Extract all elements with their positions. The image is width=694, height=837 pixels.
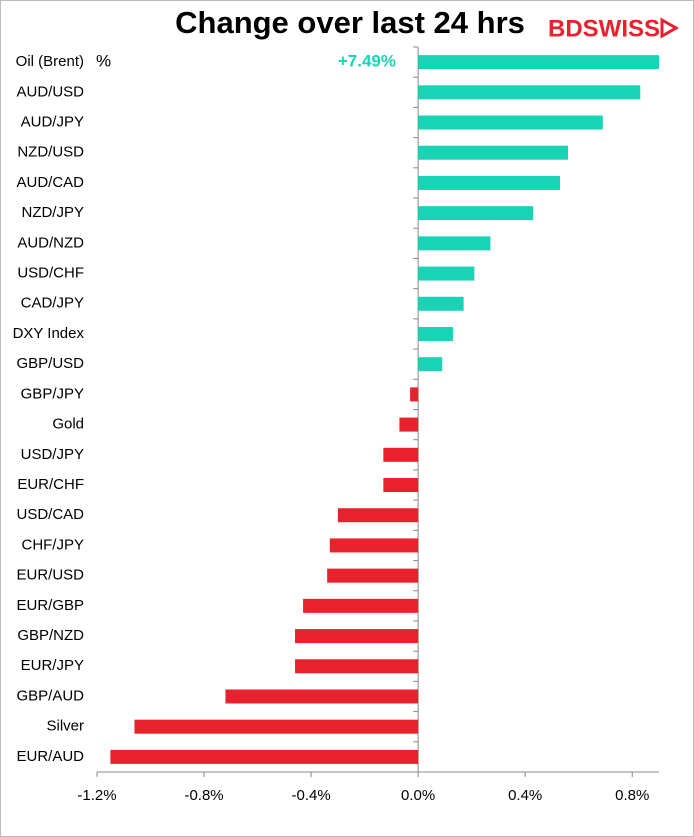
y-tick-label: EUR/USD (16, 567, 84, 584)
value-label: +7.49% (338, 52, 396, 71)
y-tick-label: USD/CAD (16, 506, 84, 523)
y-tick-label: NZD/USD (17, 144, 84, 161)
logo-icon (660, 17, 680, 39)
y-tick-label: GBP/JPY (21, 385, 84, 402)
y-tick-label: Gold (52, 416, 84, 433)
bar (329, 538, 419, 553)
bar (418, 115, 603, 130)
bar (110, 749, 419, 764)
y-tick-label: EUR/CHF (17, 476, 84, 493)
y-tick-label: USD/CHF (17, 265, 84, 282)
bar (418, 326, 453, 341)
bar (418, 145, 569, 160)
logo: BDSWISS (548, 15, 660, 42)
y-tick-label: GBP/NZD (17, 627, 84, 644)
y-tick-label: CHF/JPY (21, 536, 84, 553)
y-tick-label: GBP/USD (16, 355, 84, 372)
bar (327, 568, 419, 583)
y-tick-label: CAD/JPY (21, 295, 84, 312)
x-tick-label: -0.4% (292, 787, 331, 804)
y-tick-label: NZD/JPY (21, 204, 84, 221)
bar (418, 206, 534, 221)
bar (418, 55, 659, 70)
x-tick-label: 0.0% (401, 787, 435, 804)
bar (225, 689, 419, 704)
y-tick-label: Silver (46, 718, 84, 735)
y-tick-label: USD/JPY (21, 446, 84, 463)
bar (134, 719, 419, 734)
bar (295, 659, 419, 674)
bar (418, 296, 464, 311)
x-tick-label: 0.4% (508, 787, 542, 804)
bar (383, 478, 419, 493)
bar (303, 598, 419, 613)
y-tick-label: AUD/NZD (17, 234, 84, 251)
bar (418, 236, 491, 251)
y-tick-label: AUD/CAD (16, 174, 84, 191)
x-tick-label: -1.2% (77, 787, 116, 804)
unit-label: % (96, 51, 111, 70)
y-tick-label: EUR/AUD (16, 748, 84, 765)
bar (418, 85, 641, 100)
bar (418, 266, 475, 281)
bar (383, 447, 419, 462)
bar (418, 175, 560, 190)
y-tick-label: AUD/USD (16, 83, 84, 100)
y-tick-label: DXY Index (13, 325, 85, 342)
y-tick-label: AUD/JPY (21, 113, 84, 130)
bar (337, 508, 419, 523)
x-tick-label: -0.8% (184, 787, 223, 804)
bar (399, 417, 419, 432)
chart-title: Change over last 24 hrs (175, 5, 525, 40)
y-tick-label: EUR/JPY (21, 657, 84, 674)
bar (295, 629, 419, 644)
y-tick-label: Oil (Brent) (16, 53, 84, 70)
y-tick-label: GBP/AUD (16, 687, 84, 704)
bar (410, 387, 419, 402)
y-tick-label: EUR/GBP (16, 597, 84, 614)
bar (418, 357, 443, 372)
x-tick-label: 0.8% (615, 787, 649, 804)
